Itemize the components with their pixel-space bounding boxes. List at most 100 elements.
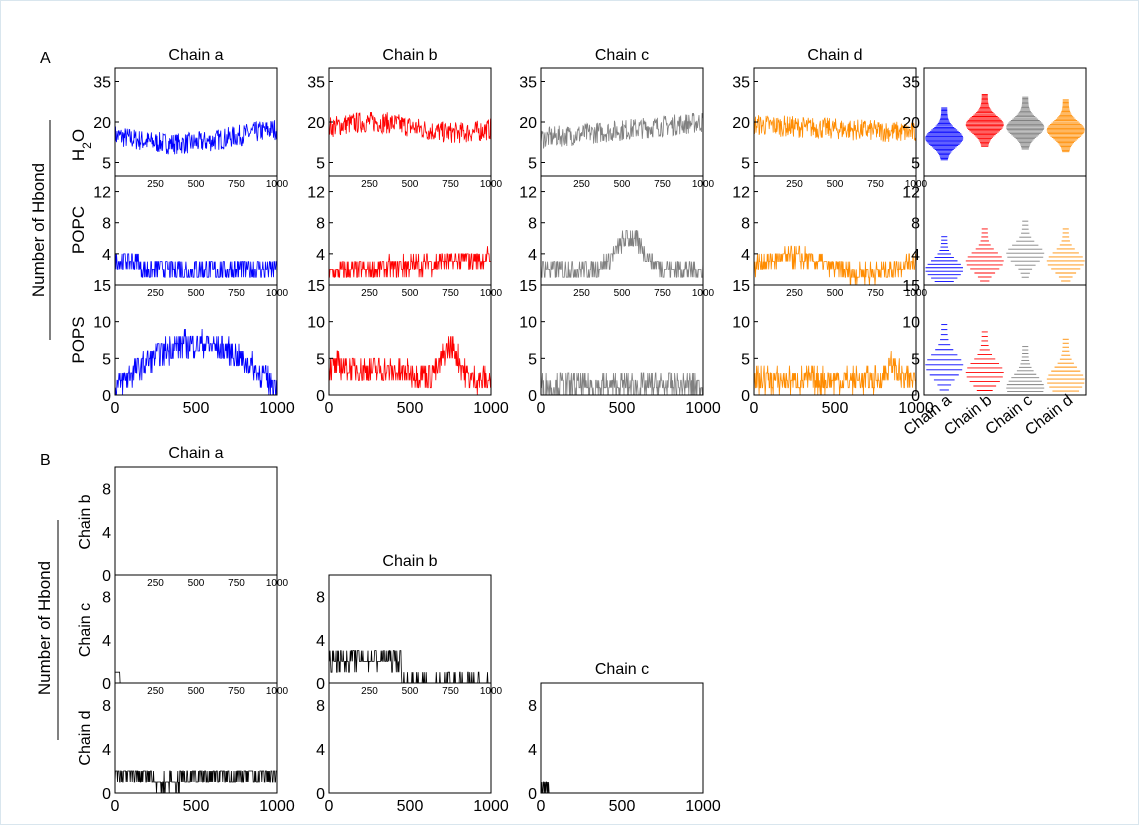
faint-tick-b-a-row1-750: 750 <box>228 686 245 697</box>
ytick-h2o-b-5: 5 <box>316 156 325 173</box>
trace-popc-c <box>541 231 703 278</box>
ytick-h2o-c-35: 35 <box>519 75 537 92</box>
trace-pops-a <box>115 329 277 395</box>
dist-ytick-h2o-35: 35 <box>902 75 920 92</box>
trace-b-b-row1 <box>329 651 491 683</box>
trace-h2o-a <box>115 120 277 154</box>
ytick-b-c-row2-8: 8 <box>528 698 537 715</box>
faint-tick-0-b-500: 500 <box>402 179 419 190</box>
faint-tick-0-a-250: 250 <box>147 179 164 190</box>
ytick-b-a-row1-0: 0 <box>102 676 111 693</box>
faint-tick-0-c-500: 500 <box>614 179 631 190</box>
ytick-pops-d-10: 10 <box>732 315 750 332</box>
xtick-a-a-1000: 1000 <box>259 400 295 417</box>
faint-tick-1-c-750: 750 <box>654 288 671 299</box>
faint-tick-0-c-750: 750 <box>654 179 671 190</box>
trace-popc-a <box>115 254 277 277</box>
dist-pops-a <box>925 325 963 395</box>
y-title-a-text: Number of Hbond <box>29 163 48 297</box>
ytick-popc-a-8: 8 <box>102 216 111 233</box>
xtick-a-b-500: 500 <box>397 400 424 417</box>
ytick-b-b-row1-4: 4 <box>316 633 325 650</box>
column-title-a-d: Chain d <box>807 47 862 64</box>
faint-tick-1-c-250: 250 <box>573 288 590 299</box>
ytick-b-a-row2-4: 4 <box>102 742 111 759</box>
dist-h2o-c <box>1006 97 1044 149</box>
faint-tick-0-d-750: 750 <box>867 179 884 190</box>
trace-h2o-c <box>541 113 703 148</box>
column-title-b-a: Chain a <box>168 445 223 462</box>
ytick-h2o-a-35: 35 <box>93 75 111 92</box>
column-title-a-a: Chain a <box>168 47 223 64</box>
ytick-pops-d-5: 5 <box>741 351 750 368</box>
faint-tick-0-d-500: 500 <box>827 179 844 190</box>
faint-tick-1-c-500: 500 <box>614 288 631 299</box>
ytick-pops-b-10: 10 <box>307 315 325 332</box>
trace-pops-c <box>541 373 703 395</box>
row-label-popc: POPC <box>69 206 88 254</box>
xtick-b-a-500: 500 <box>183 798 210 815</box>
ytick-h2o-c-5: 5 <box>528 156 537 173</box>
faint-tick-1-d-500: 500 <box>827 288 844 299</box>
ytick-popc-a-12: 12 <box>93 185 111 202</box>
xtick-b-c-1000: 1000 <box>685 798 721 815</box>
trace-b-a-row1 <box>115 672 277 683</box>
dist-ytick-popc-8: 8 <box>911 216 920 233</box>
dist-pops-c <box>1006 347 1044 395</box>
row-label-h2o: H2O <box>69 129 94 161</box>
ytick-b-b-row1-0: 0 <box>316 676 325 693</box>
xtick-b-c-0: 0 <box>537 798 546 815</box>
ytick-b-b-row2-4: 4 <box>316 742 325 759</box>
trace-popc-b <box>329 246 491 277</box>
ytick-pops-c-5: 5 <box>528 351 537 368</box>
panel-label-a: A <box>40 50 51 67</box>
faint-tick-1-a-500: 500 <box>188 288 205 299</box>
row-label-pops: POPS <box>69 316 88 363</box>
ytick-pops-a-5: 5 <box>102 351 111 368</box>
trace-b-c-row2 <box>541 782 703 793</box>
xtick-a-b-1000: 1000 <box>473 400 509 417</box>
ytick-popc-c-12: 12 <box>519 185 537 202</box>
ytick-h2o-d-5: 5 <box>741 156 750 173</box>
trace-b-a-row2 <box>115 771 277 793</box>
dist-popc-d <box>1047 229 1085 285</box>
xtick-b-b-0: 0 <box>325 798 334 815</box>
faint-tick-b-a-row0-750: 750 <box>228 578 245 589</box>
faint-tick-1-a-250: 250 <box>147 288 164 299</box>
ytick-b-b-row2-8: 8 <box>316 698 325 715</box>
xtick-a-d-0: 0 <box>750 400 759 417</box>
row-label-b-chain-d: Chain d <box>77 710 94 765</box>
xtick-a-c-0: 0 <box>537 400 546 417</box>
dist-popc-a <box>926 237 963 285</box>
faint-tick-b-a-row1-500: 500 <box>188 686 205 697</box>
dist-ytick-h2o-20: 20 <box>902 115 920 132</box>
ytick-b-a-row0-8: 8 <box>102 482 111 499</box>
ytick-h2o-d-35: 35 <box>732 75 750 92</box>
faint-tick-b-b-row1-250: 250 <box>361 686 378 697</box>
ytick-h2o-a-5: 5 <box>102 156 111 173</box>
plot-box-b-c-row2 <box>541 683 703 793</box>
faint-tick-b-a-row1-250: 250 <box>147 686 164 697</box>
ytick-popc-d-12: 12 <box>732 185 750 202</box>
xtick-a-c-500: 500 <box>609 400 636 417</box>
plot-box-b-b-row1 <box>329 575 491 683</box>
plot-box-b-b-row2 <box>329 683 491 793</box>
ytick-pops-b-15: 15 <box>307 278 325 295</box>
ytick-popc-d-4: 4 <box>741 247 750 264</box>
xtick-a-a-0: 0 <box>111 400 120 417</box>
ytick-pops-c-10: 10 <box>519 315 537 332</box>
trace-popc-d <box>754 246 916 285</box>
trace-pops-d <box>754 351 916 395</box>
ytick-b-a-row2-8: 8 <box>102 698 111 715</box>
ytick-popc-c-4: 4 <box>528 247 537 264</box>
xtick-b-b-1000: 1000 <box>473 798 509 815</box>
faint-tick-0-c-250: 250 <box>573 179 590 190</box>
ytick-popc-b-12: 12 <box>307 185 325 202</box>
xtick-b-a-0: 0 <box>111 798 120 815</box>
ytick-h2o-d-20: 20 <box>732 115 750 132</box>
faint-tick-1-d-250: 250 <box>786 288 803 299</box>
dist-popc-c <box>1006 221 1044 277</box>
faint-tick-b-b-row1-750: 750 <box>442 686 459 697</box>
